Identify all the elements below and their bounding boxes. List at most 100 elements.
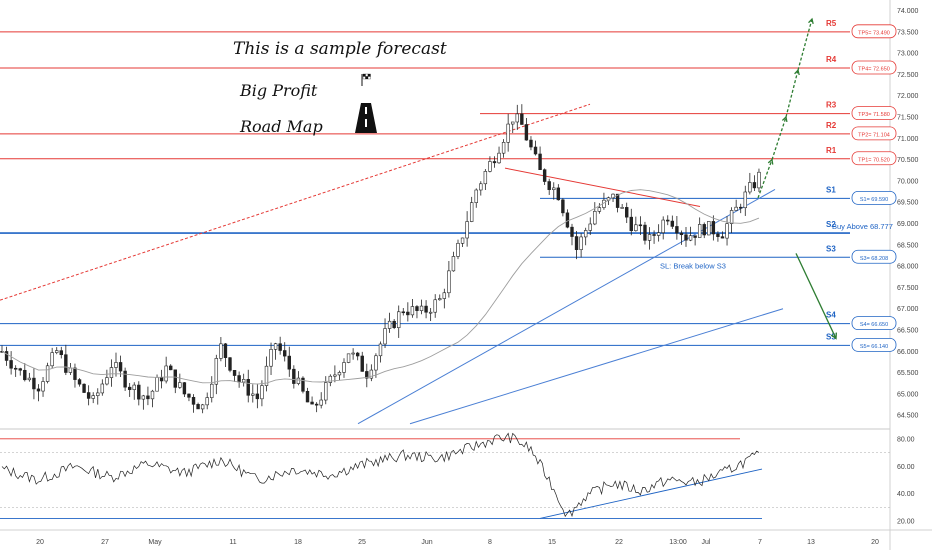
candle-body	[374, 355, 378, 371]
rsi-trendline	[539, 468, 763, 519]
candle-body	[255, 393, 260, 400]
candle-body	[483, 171, 488, 185]
candle-body	[200, 404, 205, 410]
level-name-s4: S4	[826, 311, 836, 320]
road-icon	[355, 103, 377, 133]
price-tick-label: 66.500	[897, 328, 919, 335]
candle-body	[488, 161, 492, 172]
candle-body	[150, 390, 155, 400]
road-lane-mark	[365, 107, 367, 114]
candle-body	[18, 368, 22, 371]
level-tag-r1: TP1= 70.520	[858, 157, 890, 163]
candle-body	[501, 142, 506, 154]
candle-body	[109, 367, 114, 378]
candle-body	[675, 226, 679, 234]
candle-body	[205, 397, 209, 406]
price-tick-label: 71.000	[897, 136, 919, 143]
rising-trendline-2	[409, 308, 784, 425]
candle-body	[228, 357, 232, 371]
candle-body	[387, 320, 392, 329]
level-name-s3: S3	[826, 244, 836, 253]
level-name-r5: R5	[826, 19, 837, 28]
level-tag-box-r2	[851, 126, 897, 141]
candle-body	[656, 232, 661, 236]
forecast-arrow-head	[808, 17, 814, 25]
candle-body	[237, 375, 241, 383]
candle-body	[442, 292, 447, 299]
candle-body	[542, 169, 547, 182]
level-name-s2: S2	[826, 220, 836, 229]
dashed-trendline	[0, 103, 591, 301]
candle-body	[232, 370, 237, 376]
candle-body	[552, 187, 556, 190]
candle-body	[251, 393, 255, 396]
level-name-r2: R2	[826, 121, 837, 130]
time-tick-label: 13	[807, 539, 815, 546]
level-tag-box-s5	[851, 337, 897, 352]
candle-body	[378, 343, 383, 357]
candle-body	[433, 299, 437, 313]
level-tag-r4: TP4= 72.650	[858, 67, 890, 73]
candle-body	[529, 139, 533, 148]
candle-body	[465, 221, 469, 239]
candle-body	[556, 187, 561, 201]
price-tick-label: 69.500	[897, 200, 919, 207]
candle-body	[324, 382, 328, 401]
candle-body	[469, 202, 474, 222]
price-tick-label: 70.500	[897, 157, 919, 164]
candle-body	[77, 379, 82, 385]
candle-body	[419, 305, 424, 311]
buy-above-label: Buy Above 68.777	[832, 222, 893, 231]
candle-body	[100, 383, 105, 394]
candle-body	[638, 224, 643, 227]
candle-body	[59, 350, 63, 356]
candle-body	[91, 395, 95, 399]
candle-body	[702, 224, 706, 236]
candle-body	[310, 401, 314, 405]
checkered-flag-cell	[362, 76, 366, 80]
forecast-arrow-up	[785, 69, 799, 118]
candle-body	[511, 121, 515, 125]
candle-body	[397, 311, 401, 328]
time-tick-label: 15	[548, 539, 556, 546]
candle-body	[246, 379, 250, 396]
level-name-s5: S5	[826, 332, 836, 341]
candle-body	[415, 306, 419, 311]
candle-body	[615, 193, 620, 208]
candle-body	[346, 353, 351, 363]
time-tick-label: 20	[36, 539, 44, 546]
candle-body	[479, 183, 483, 191]
candle-body	[314, 403, 319, 406]
candle-body	[333, 374, 337, 377]
time-tick-label: May	[148, 539, 162, 546]
candle-body	[55, 350, 59, 353]
level-name-r3: R3	[826, 101, 837, 110]
moving-average-line	[1, 189, 760, 385]
candle-body	[159, 377, 164, 382]
candle-body	[155, 377, 159, 392]
time-tick-label: Jul	[702, 539, 711, 546]
candle-body	[424, 305, 428, 313]
level-tag-box-r1	[851, 151, 897, 166]
candle-body	[351, 352, 355, 355]
candle-body	[223, 343, 228, 358]
candle-body	[524, 124, 529, 141]
candle-body	[292, 368, 296, 384]
candle-body	[337, 372, 342, 376]
candle-body	[666, 219, 670, 222]
candle-body	[13, 367, 18, 370]
candle-body	[634, 224, 638, 232]
checkered-flag-cell	[367, 73, 371, 77]
price-tick-label: 73.500	[897, 29, 919, 36]
price-tick-label: 68.000	[897, 264, 919, 271]
candle-body	[187, 393, 191, 398]
candle-body	[73, 367, 77, 380]
forecast-arrow-down-head	[830, 332, 838, 340]
candle-body	[169, 365, 173, 371]
candle-body	[574, 236, 579, 250]
candle-body	[729, 210, 734, 224]
candle-body	[45, 365, 50, 382]
candle-body	[64, 354, 68, 373]
